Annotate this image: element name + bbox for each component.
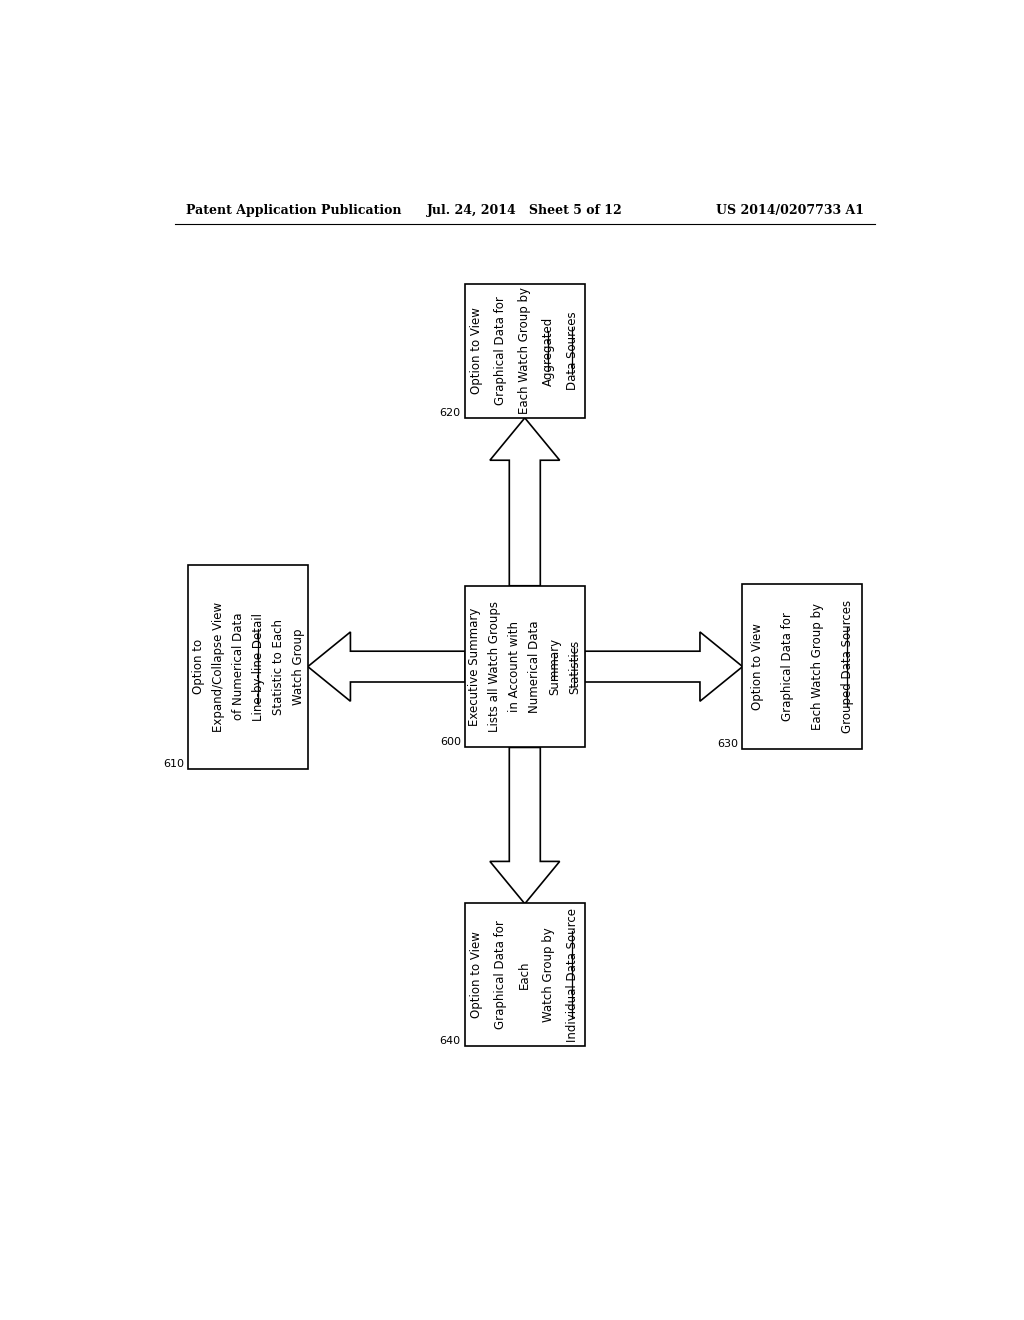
Text: 600: 600 xyxy=(440,738,461,747)
Text: Graphical Data for: Graphical Data for xyxy=(495,920,507,1030)
Text: US 2014/0207733 A1: US 2014/0207733 A1 xyxy=(716,205,864,218)
Text: Option to: Option to xyxy=(191,639,205,694)
Text: Each Watch Group by: Each Watch Group by xyxy=(518,288,531,414)
Text: 640: 640 xyxy=(439,1036,461,1045)
Text: in Account with: in Account with xyxy=(508,622,521,711)
Text: Expand/Collapse View: Expand/Collapse View xyxy=(212,602,224,731)
Text: Each: Each xyxy=(518,961,531,989)
Text: Summary: Summary xyxy=(548,638,561,696)
Polygon shape xyxy=(489,747,560,904)
Text: Patent Application Publication: Patent Application Publication xyxy=(186,205,401,218)
Text: 610: 610 xyxy=(163,759,184,768)
Polygon shape xyxy=(308,632,465,701)
Text: Each Watch Group by: Each Watch Group by xyxy=(811,603,823,730)
Text: Option to View: Option to View xyxy=(751,623,764,710)
Text: Option to View: Option to View xyxy=(470,308,483,395)
Bar xyxy=(188,565,308,768)
Text: Numerical Data: Numerical Data xyxy=(528,620,542,713)
Text: 620: 620 xyxy=(439,408,461,418)
Text: Aggregated: Aggregated xyxy=(543,317,555,385)
Bar xyxy=(465,586,585,747)
Text: Statistic to Each: Statistic to Each xyxy=(271,619,285,714)
Text: Watch Group by: Watch Group by xyxy=(543,927,555,1022)
Text: Graphical Data for: Graphical Data for xyxy=(780,612,794,721)
Text: of Numerical Data: of Numerical Data xyxy=(231,612,245,721)
Text: Line-by-line Detail: Line-by-line Detail xyxy=(252,612,264,721)
Text: Data Sources: Data Sources xyxy=(566,312,580,391)
Text: 630: 630 xyxy=(718,739,738,750)
Polygon shape xyxy=(585,632,742,701)
Text: Statistics: Statistics xyxy=(568,639,582,694)
Text: Option to View: Option to View xyxy=(470,931,483,1018)
Bar xyxy=(465,284,585,418)
Bar xyxy=(465,903,585,1045)
Polygon shape xyxy=(489,418,560,586)
Bar xyxy=(742,583,862,750)
Text: Executive Summary: Executive Summary xyxy=(468,607,481,726)
Text: Watch Group: Watch Group xyxy=(292,628,305,705)
Text: Graphical Data for: Graphical Data for xyxy=(495,297,507,405)
Text: Grouped Data Sources: Grouped Data Sources xyxy=(841,601,854,733)
Text: Individual Data Source: Individual Data Source xyxy=(566,908,580,1041)
Text: Lists all Watch Groups: Lists all Watch Groups xyxy=(488,601,502,733)
Text: Jul. 24, 2014   Sheet 5 of 12: Jul. 24, 2014 Sheet 5 of 12 xyxy=(427,205,623,218)
Text: FIG. 6: FIG. 6 xyxy=(776,721,828,735)
